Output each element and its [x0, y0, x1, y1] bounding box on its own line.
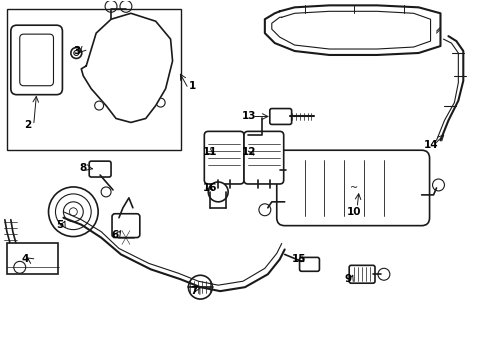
Circle shape	[259, 204, 271, 216]
FancyBboxPatch shape	[244, 131, 284, 184]
Text: ~: ~	[350, 183, 358, 193]
FancyBboxPatch shape	[89, 161, 111, 177]
Text: 13: 13	[242, 112, 257, 121]
Text: 4: 4	[22, 255, 29, 264]
FancyBboxPatch shape	[349, 265, 375, 283]
Text: 6: 6	[111, 230, 118, 239]
Circle shape	[95, 101, 103, 110]
Polygon shape	[81, 13, 172, 122]
Text: 1: 1	[189, 81, 196, 91]
Circle shape	[433, 179, 444, 191]
Text: 7: 7	[191, 286, 198, 296]
FancyBboxPatch shape	[270, 109, 292, 125]
Text: 11: 11	[202, 147, 217, 157]
Text: 15: 15	[292, 255, 306, 264]
Circle shape	[208, 182, 228, 202]
Circle shape	[189, 275, 212, 299]
Text: 5: 5	[56, 220, 64, 230]
FancyBboxPatch shape	[299, 257, 319, 271]
Text: 9: 9	[344, 274, 351, 284]
FancyBboxPatch shape	[204, 131, 244, 184]
Circle shape	[14, 261, 25, 273]
Circle shape	[63, 202, 83, 222]
Bar	[7, 243, 58, 274]
Text: 16: 16	[202, 183, 217, 193]
Circle shape	[158, 39, 167, 48]
Circle shape	[101, 187, 111, 197]
Circle shape	[55, 194, 91, 230]
Text: 3: 3	[74, 46, 80, 56]
Text: 10: 10	[347, 207, 362, 217]
Text: 2: 2	[24, 121, 31, 130]
Text: 12: 12	[242, 147, 257, 157]
Text: 14: 14	[424, 140, 438, 150]
Circle shape	[95, 37, 103, 46]
Text: 8: 8	[79, 163, 87, 173]
Circle shape	[156, 98, 165, 107]
Bar	[7, 9, 180, 150]
Circle shape	[378, 268, 390, 280]
Circle shape	[101, 45, 157, 100]
FancyBboxPatch shape	[112, 214, 140, 238]
FancyBboxPatch shape	[277, 150, 430, 226]
Circle shape	[49, 187, 98, 237]
Circle shape	[70, 208, 77, 216]
